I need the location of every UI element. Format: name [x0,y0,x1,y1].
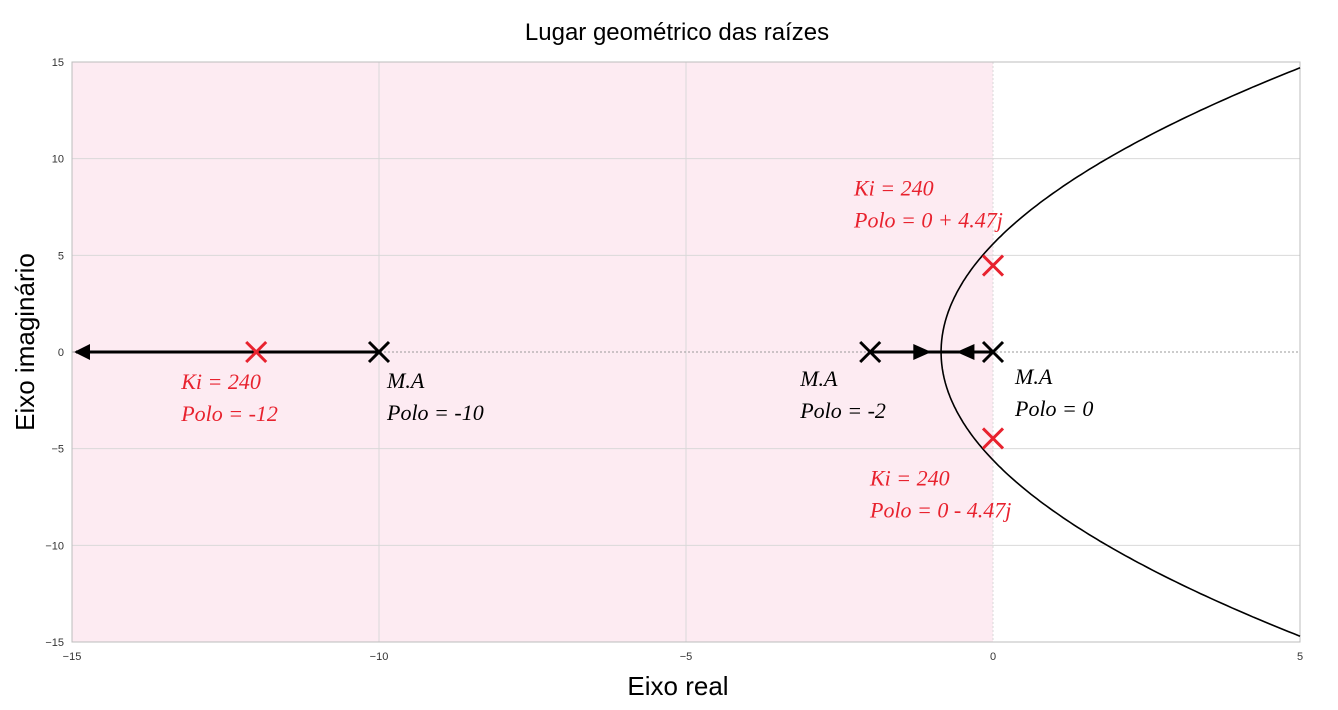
cross-stroke [859,340,882,364]
cross-stroke [367,340,391,364]
annotation-closed-loop-lower-line2: Polo = 0 - 4.47j [869,497,1011,522]
annotation-open-loop-minus2-line2: Polo = -2 [799,398,886,423]
annotation-closed-loop-upper-line1: Ki = 240 [853,176,934,201]
y-tick-label: 10 [52,154,64,166]
locus-branch-lower [940,352,1301,637]
annotation-closed-loop-upper-line2: Polo = 0 + 4.47j [853,208,1003,233]
annotation-open-loop-minus10-line2: Polo = -10 [386,400,484,425]
open-loop-pole-marker [367,340,391,364]
cross-stroke [981,427,1005,450]
x-tick-label: 0 [990,651,996,663]
annotation-closed-loop-minus12-line1: Ki = 240 [180,369,261,394]
closed-loop-pole-marker [981,254,1005,277]
y-tick-label: 15 [52,57,64,69]
cross-stroke [981,254,1005,277]
chart-title: Lugar geométrico das raízes [525,19,829,46]
arrow-right [913,344,932,360]
closed-loop-pole-marker [981,427,1005,450]
open-loop-pole-marker [981,340,1005,364]
locus-branches [74,67,1301,637]
annotation-closed-loop-minus12-line2: Polo = -12 [180,401,278,426]
cross-stroke [981,340,1005,364]
y-tick-label: −5 [51,444,64,456]
y-tick-label: 5 [58,250,64,262]
y-tick-label: 0 [58,347,64,359]
y-axis-label: Eixo imaginário [10,253,40,431]
locus-branch-upper [940,67,1301,352]
x-tick-label: −10 [370,651,389,663]
annotation-open-loop-minus2-line1: M.A [799,366,838,391]
annotation-open-loop-minus10-line1: M.A [386,368,425,393]
closed-loop-pole-marker [245,340,268,364]
y-tick-label: −15 [45,637,64,649]
pole-markers [245,254,1005,450]
arrow-left-end [74,344,90,360]
x-tick-label: 5 [1297,651,1303,663]
x-axis-label: Eixo real [627,671,728,701]
pole-annotations: M.A Polo = -10 M.A Polo = -2 M.A Polo = 0 Ki =… [180,176,1093,523]
x-tick-label: −15 [63,651,82,663]
arrow-left [956,344,975,360]
x-tick-label: −5 [680,651,693,663]
cross-stroke [245,340,268,364]
annotation-open-loop-0-line1: M.A [1014,364,1053,389]
y-tick-label: −10 [45,540,64,552]
plot-frame [71,61,1301,643]
open-loop-pole-marker [859,340,882,364]
tick-labels: −15 −10 −5 0 5 −15 −10 −5 0 5 10 15 [45,57,1303,663]
annotation-closed-loop-lower-line1: Ki = 240 [869,465,950,490]
annotation-open-loop-0-line2: Polo = 0 [1014,396,1093,421]
